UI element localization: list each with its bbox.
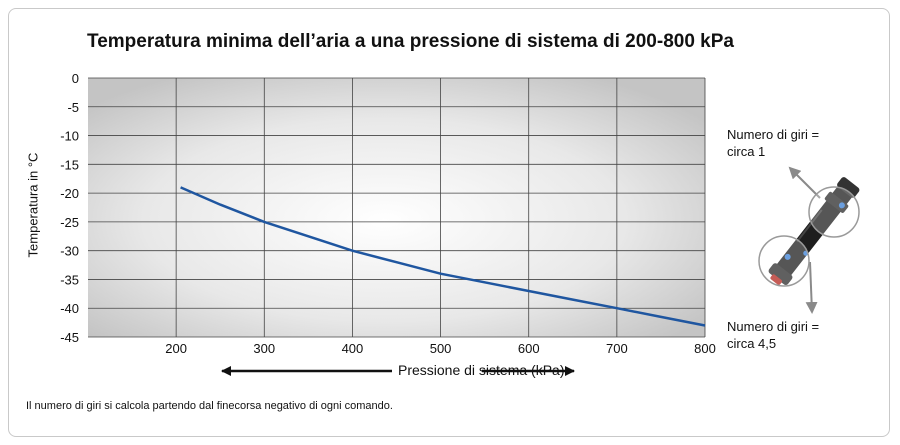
plot-background xyxy=(88,78,705,337)
y-tick-label: -40 xyxy=(60,301,79,316)
y-ticks: 0 -5 -10 -15 -20 -25 -30 -35 -40 -45 xyxy=(60,71,79,345)
y-tick-label: -5 xyxy=(67,100,79,115)
y-tick-label: -35 xyxy=(60,272,79,287)
x-tick-label: 200 xyxy=(165,341,187,356)
turn-circle-icon xyxy=(808,186,860,238)
y-tick-label: -30 xyxy=(60,244,79,259)
y-tick-label: -10 xyxy=(60,129,79,144)
x-tick-label: 500 xyxy=(430,341,452,356)
y-tick-label: -15 xyxy=(60,157,79,172)
rotary-actuator-icon xyxy=(758,166,860,314)
x-ticks: 200 300 400 500 600 700 800 xyxy=(165,341,716,356)
turns-label-bottom: Numero di giri = circa 4,5 xyxy=(727,318,819,352)
x-tick-label: 700 xyxy=(606,341,628,356)
x-tick-label: 600 xyxy=(518,341,540,356)
turns-label-bottom-line2: circa 4,5 xyxy=(727,336,777,351)
x-tick-label: 400 xyxy=(342,341,364,356)
y-tick-label: 0 xyxy=(72,71,79,86)
x-tick-label: 800 xyxy=(694,341,716,356)
turns-label-top-line2: circa 1 xyxy=(727,144,766,159)
chart-title: Temperatura minima dell’aria a una press… xyxy=(87,31,734,52)
series-line xyxy=(180,186,706,327)
turns-label-top-line1: Numero di giri = xyxy=(727,127,820,142)
turns-label-top: Numero di giri = circa 1 xyxy=(727,126,819,160)
x-axis-label: Pressione di sistema (kPa) xyxy=(398,362,565,378)
x-tick-label: 300 xyxy=(253,341,275,356)
turns-label-bottom-line1: Numero di giri = xyxy=(727,319,820,334)
y-tick-label: -25 xyxy=(60,215,79,230)
footnote: Il numero di giri si calcola partendo da… xyxy=(26,400,393,412)
y-tick-label: -20 xyxy=(60,186,79,201)
turn-circle-icon xyxy=(758,235,810,287)
y-tick-label: -45 xyxy=(60,330,79,345)
